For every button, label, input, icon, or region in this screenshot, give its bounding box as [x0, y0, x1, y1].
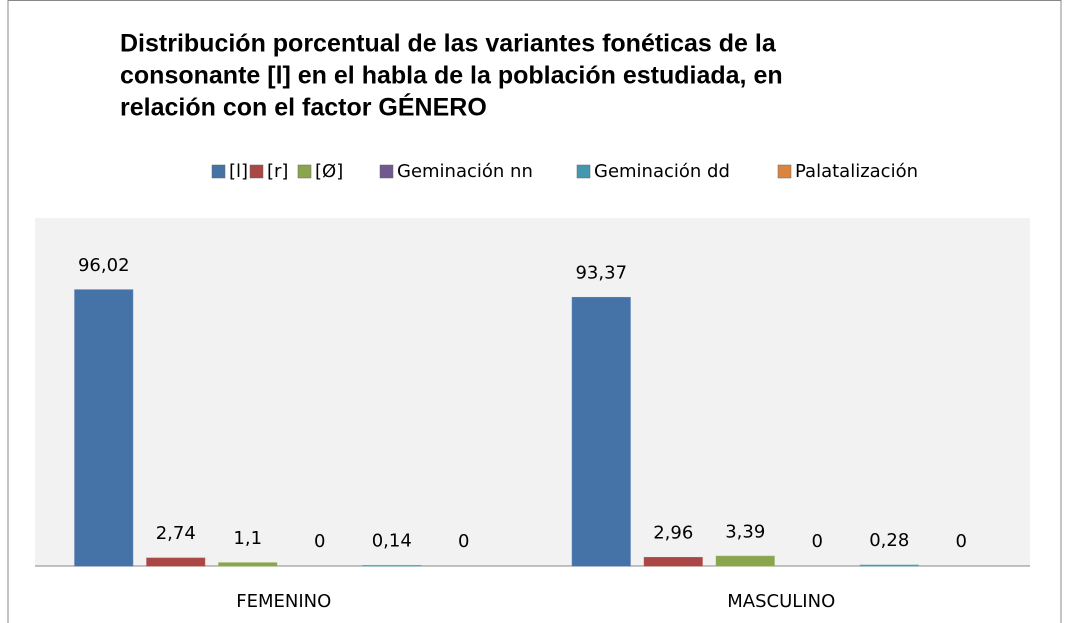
legend-label: [Ø]	[315, 161, 343, 182]
data-label: 2,96	[653, 522, 693, 543]
data-label: 0	[314, 531, 325, 552]
x-tick-label: MASCULINO	[727, 591, 835, 612]
legend-swatch	[211, 164, 226, 179]
plot-area	[35, 218, 1030, 566]
data-label: 2,74	[156, 523, 196, 544]
legend-label: Palatalización	[795, 161, 918, 182]
data-label: 3,39	[725, 521, 765, 542]
chart-title: relación con el factor GÉNERO	[120, 93, 487, 122]
data-label: 96,02	[78, 255, 130, 276]
bar	[643, 556, 703, 567]
data-label: 1,1	[233, 528, 262, 549]
legend-swatch	[297, 164, 312, 179]
chart-title: consonante [l] en el habla de la poblaci…	[120, 62, 783, 90]
bar	[218, 562, 278, 567]
data-label: 0,28	[869, 530, 909, 551]
data-label: 0	[812, 531, 823, 552]
legend-swatch	[249, 164, 264, 179]
bar	[715, 555, 775, 567]
legend-swatch	[379, 164, 394, 179]
data-label: 0,14	[372, 531, 412, 552]
bar	[146, 557, 206, 567]
legend-swatch	[777, 164, 792, 179]
data-label: 93,37	[575, 262, 627, 283]
bar	[571, 296, 631, 567]
data-label: 0	[458, 531, 469, 552]
bar	[859, 564, 919, 567]
legend-label: [r]	[267, 161, 288, 182]
legend-label: [l]	[229, 161, 248, 182]
bar	[74, 289, 134, 567]
legend-label: Geminación nn	[397, 161, 533, 182]
chart-title: Distribución porcentual de las variantes…	[120, 30, 777, 58]
legend-label: Geminación dd	[594, 161, 730, 182]
x-tick-label: FEMENINO	[236, 591, 331, 612]
data-label: 0	[956, 531, 967, 552]
legend-swatch	[576, 164, 591, 179]
